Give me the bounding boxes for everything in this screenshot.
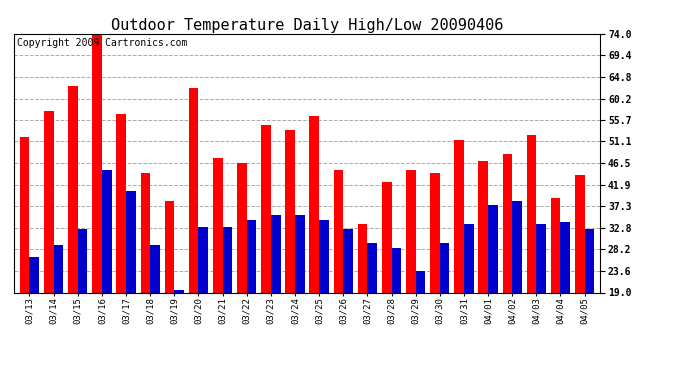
Bar [150,246,160,292]
Bar [584,229,594,292]
Bar [333,170,343,292]
Title: Outdoor Temperature Daily High/Low 20090406: Outdoor Temperature Daily High/Low 20090… [111,18,503,33]
Bar [343,229,353,292]
Bar [454,140,464,292]
Bar [551,198,560,292]
Bar [488,206,497,292]
Bar [286,130,295,292]
Bar [20,137,30,292]
Bar [175,290,184,292]
Bar [415,272,425,292]
Bar [44,111,54,292]
Bar [502,154,512,292]
Bar [382,182,391,292]
Bar [189,88,199,292]
Bar [262,126,271,292]
Bar [309,116,319,292]
Bar [237,163,247,292]
Bar [367,243,377,292]
Bar [78,229,88,292]
Bar [357,224,367,292]
Bar [319,220,328,292]
Bar [271,215,281,292]
Bar [92,32,102,292]
Bar [478,161,488,292]
Bar [126,191,136,292]
Bar [536,224,546,292]
Bar [247,220,257,292]
Bar [141,172,150,292]
Bar [223,226,233,292]
Bar [199,226,208,292]
Bar [117,114,126,292]
Bar [575,175,584,292]
Bar [512,201,522,292]
Bar [526,135,536,292]
Text: Copyright 2009 Cartronics.com: Copyright 2009 Cartronics.com [17,38,187,48]
Bar [213,158,223,292]
Bar [440,243,449,292]
Bar [30,257,39,292]
Bar [68,86,78,292]
Bar [430,172,440,292]
Bar [406,170,415,292]
Bar [391,248,401,292]
Bar [165,201,175,292]
Bar [560,222,570,292]
Bar [54,246,63,292]
Bar [464,224,473,292]
Bar [295,215,305,292]
Bar [102,170,112,292]
